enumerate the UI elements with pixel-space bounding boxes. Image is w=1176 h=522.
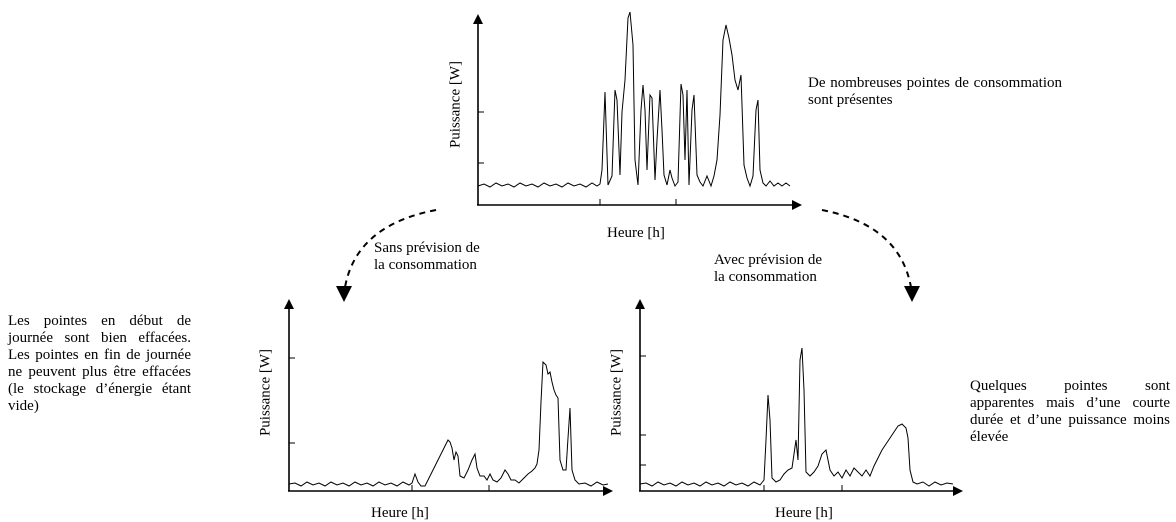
right-chart-x-label: Heure [h] xyxy=(775,505,833,521)
left-chart-y-label: Puissance [W] xyxy=(257,348,274,437)
branch-left-label: Sans prévision de la consommation xyxy=(374,240,480,274)
top-chart-note: De nombreuses pointes de consommation so… xyxy=(808,75,1062,108)
right-chart-power-curve xyxy=(639,347,954,487)
left-chart xyxy=(284,299,613,496)
top-chart-power-curve xyxy=(477,11,791,188)
right-chart xyxy=(635,299,963,496)
branch-arrow-left xyxy=(343,209,437,295)
right-chart-y-label: Puissance [W] xyxy=(608,348,625,437)
top-chart xyxy=(473,11,802,210)
branch-left-label-line1: Sans prévision de xyxy=(374,240,480,256)
branch-right-label-line1: Avec prévision de xyxy=(714,252,823,268)
branch-left-label-line2: la consommation xyxy=(374,257,477,273)
branch-arrow-right xyxy=(821,209,913,295)
branch-right-label: Avec prévision de la consommation xyxy=(714,252,822,286)
branch-arrow-left-head xyxy=(336,286,352,302)
top-chart-y-label: Puissance [W] xyxy=(447,60,464,149)
right-chart-note: Quelques pointes sont apparentes mais d’… xyxy=(970,378,1170,445)
left-chart-note: Les pointes en début de journée sont bie… xyxy=(8,313,191,414)
left-chart-x-label: Heure [h] xyxy=(371,505,429,521)
top-chart-x-label: Heure [h] xyxy=(607,225,665,241)
left-chart-power-curve xyxy=(288,360,609,487)
branch-right-label-line2: la consommation xyxy=(714,269,817,285)
branch-arrow-right-head xyxy=(904,286,920,302)
